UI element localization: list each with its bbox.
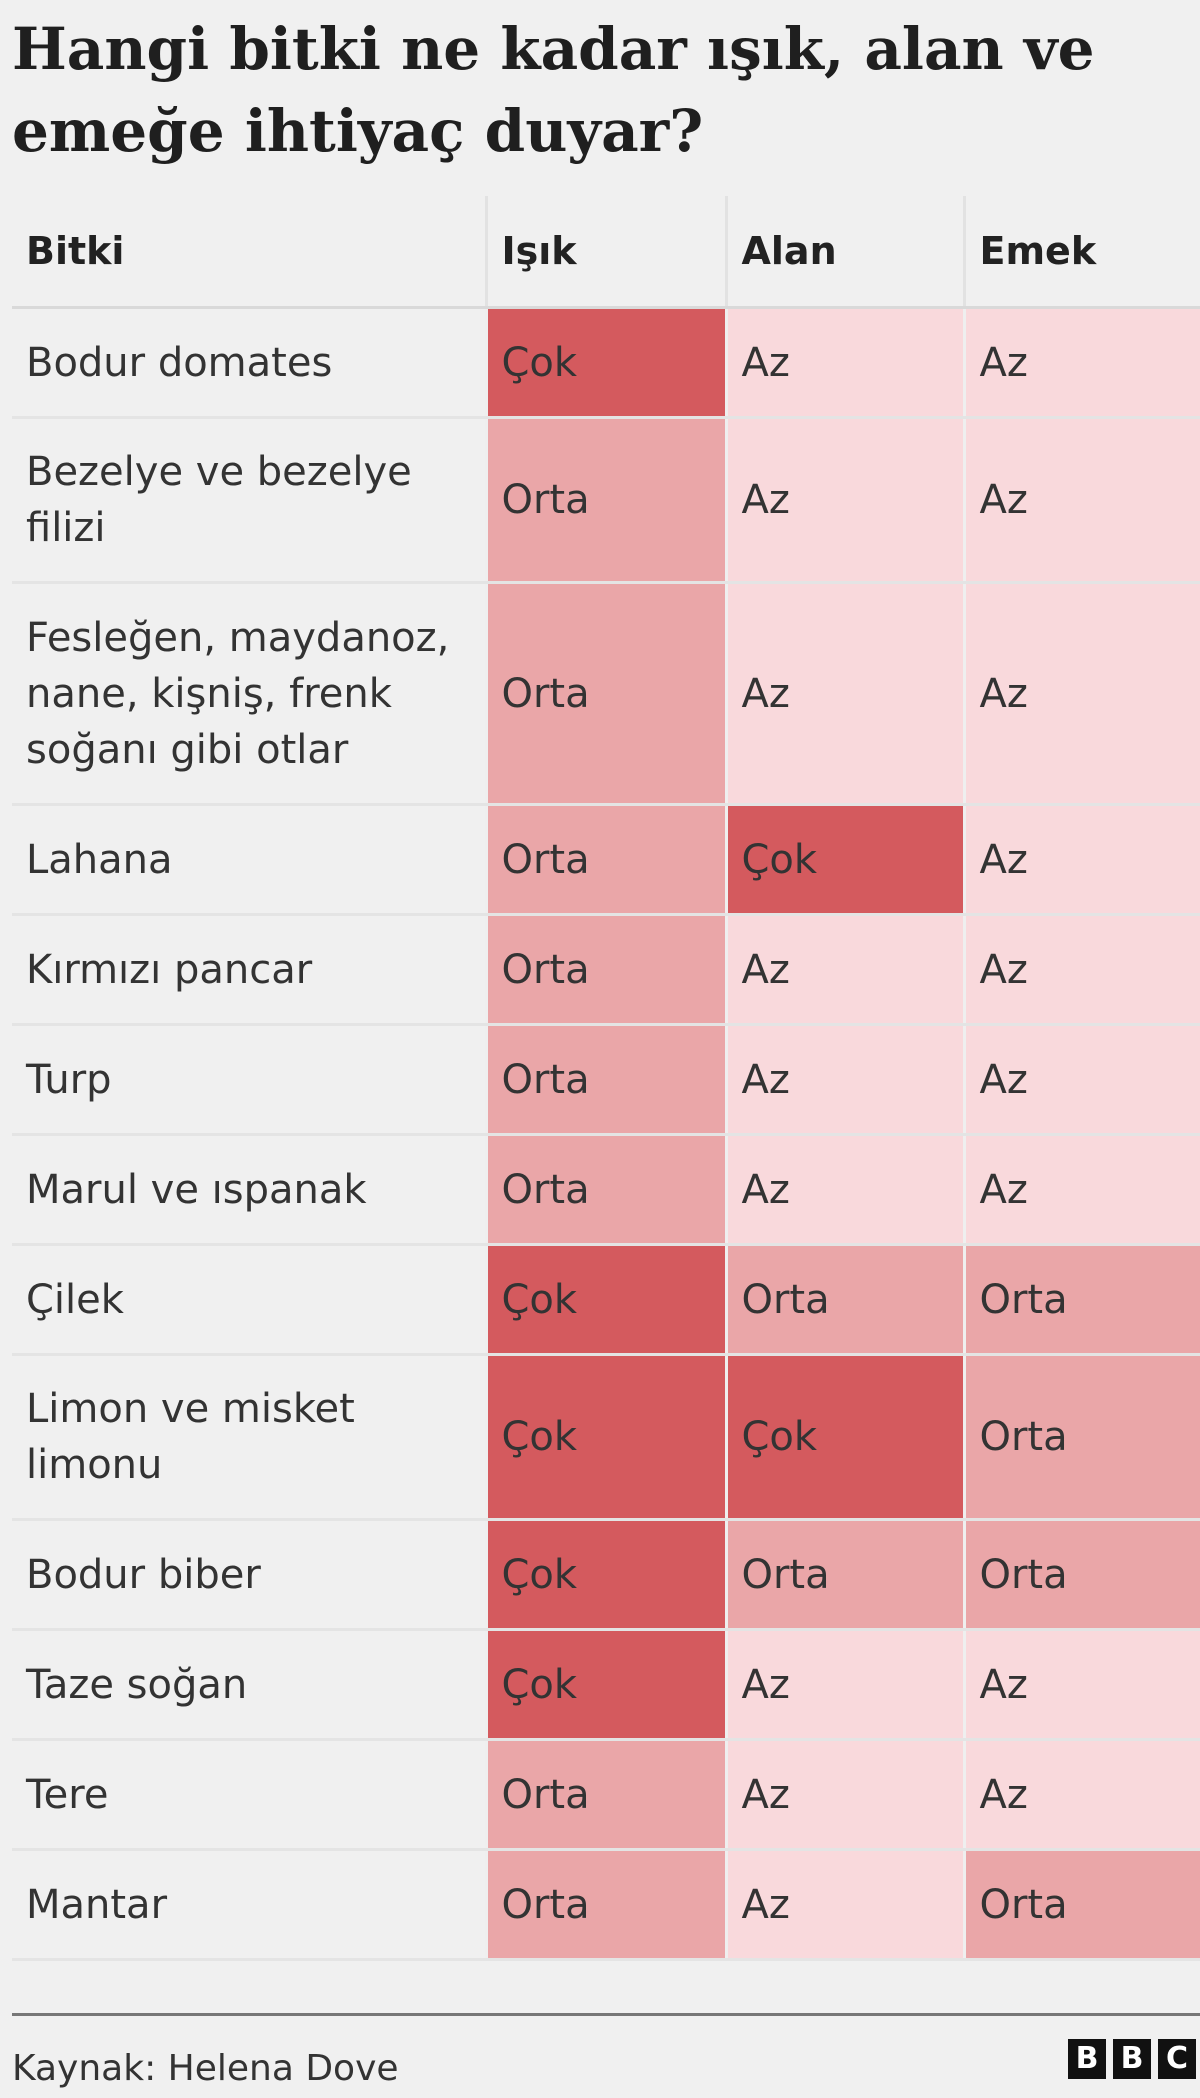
level-cell: Çok bbox=[484, 1629, 726, 1741]
table-row: Tere Orta Az Az bbox=[12, 1739, 1200, 1851]
table-row: Bodur biber Çok Orta Orta bbox=[12, 1519, 1200, 1631]
plant-name-cell: Marul ve ıspanak bbox=[12, 1134, 486, 1246]
level-cell: Orta bbox=[962, 1354, 1200, 1521]
level-cell: Orta bbox=[724, 1244, 964, 1356]
level-cell: Az bbox=[962, 1134, 1200, 1246]
level-cell: Çok bbox=[484, 307, 726, 419]
level-cell: Az bbox=[724, 1849, 964, 1961]
table-row: Mantar Orta Az Orta bbox=[12, 1849, 1200, 1961]
header-row: Bitki Işık Alan Emek bbox=[12, 196, 1200, 309]
level-cell: Az bbox=[724, 1739, 964, 1851]
table-row: Kırmızı pancar Orta Az Az bbox=[12, 914, 1200, 1026]
column-header: Emek bbox=[962, 196, 1200, 309]
data-table: Bitki Işık Alan Emek Bodur domates Çok Az A… bbox=[12, 196, 1200, 1961]
plant-name-cell: Mantar bbox=[12, 1849, 486, 1961]
table-row: Bezelye ve bezelye filizi Orta Az Az bbox=[12, 417, 1200, 584]
table-row: Turp Orta Az Az bbox=[12, 1024, 1200, 1136]
plant-name-cell: Tere bbox=[12, 1739, 486, 1851]
level-cell: Az bbox=[962, 914, 1200, 1026]
level-cell: Az bbox=[962, 1024, 1200, 1136]
level-cell: Orta bbox=[484, 1134, 726, 1246]
table-row: Limon ve misket limonu Çok Çok Orta bbox=[12, 1354, 1200, 1521]
level-cell: Orta bbox=[484, 804, 726, 916]
level-cell: Az bbox=[724, 914, 964, 1026]
plant-name-cell: Bodur biber bbox=[12, 1519, 486, 1631]
plant-name-cell: Bodur domates bbox=[12, 307, 486, 419]
bbc-logo: B B C bbox=[1068, 2039, 1196, 2079]
level-cell: Çok bbox=[484, 1354, 726, 1521]
level-cell: Az bbox=[724, 1024, 964, 1136]
plant-name-cell: Kırmızı pancar bbox=[12, 914, 486, 1026]
logo-letter: B bbox=[1068, 2039, 1106, 2079]
level-cell: Çok bbox=[724, 1354, 964, 1521]
plant-name-cell: Taze soğan bbox=[12, 1629, 486, 1741]
level-cell: Az bbox=[724, 417, 964, 584]
level-cell: Orta bbox=[484, 1024, 726, 1136]
level-cell: Çok bbox=[484, 1519, 726, 1631]
level-cell: Az bbox=[962, 307, 1200, 419]
plant-name-cell: Lahana bbox=[12, 804, 486, 916]
table-row: Lahana Orta Çok Az bbox=[12, 804, 1200, 916]
level-cell: Orta bbox=[484, 914, 726, 1026]
level-cell: Orta bbox=[724, 1519, 964, 1631]
table-row: Taze soğan Çok Az Az bbox=[12, 1629, 1200, 1741]
column-header: Bitki bbox=[12, 196, 486, 309]
level-cell: Az bbox=[724, 582, 964, 806]
table-row: Fesleğen, maydanoz, nane, kişniş, frenk … bbox=[12, 582, 1200, 806]
level-cell: Orta bbox=[962, 1849, 1200, 1961]
level-cell: Orta bbox=[484, 1739, 726, 1851]
plant-name-cell: Bezelye ve bezelye filizi bbox=[12, 417, 486, 584]
level-cell: Az bbox=[962, 417, 1200, 584]
level-cell: Az bbox=[724, 1134, 964, 1246]
table-body: Bodur domates Çok Az Az Bezelye ve bezelye f… bbox=[12, 307, 1200, 1961]
level-cell: Orta bbox=[484, 1849, 726, 1961]
plant-name-cell: Çilek bbox=[12, 1244, 486, 1356]
logo-letter: C bbox=[1158, 2039, 1196, 2079]
plant-name-cell: Limon ve misket limonu bbox=[12, 1354, 486, 1521]
column-header: Alan bbox=[724, 196, 964, 309]
level-cell: Çok bbox=[484, 1244, 726, 1356]
level-cell: Çok bbox=[724, 804, 964, 916]
footer-divider bbox=[12, 2013, 1200, 2016]
level-cell: Az bbox=[962, 1629, 1200, 1741]
level-cell: Az bbox=[962, 582, 1200, 806]
level-cell: Orta bbox=[484, 417, 726, 584]
table-row: Çilek Çok Orta Orta bbox=[12, 1244, 1200, 1356]
level-cell: Az bbox=[962, 1739, 1200, 1851]
source-note: Kaynak: Helena Dove bbox=[12, 2048, 399, 2089]
logo-letter: B bbox=[1113, 2039, 1151, 2079]
level-cell: Orta bbox=[962, 1519, 1200, 1631]
plant-name-cell: Turp bbox=[12, 1024, 486, 1136]
column-header: Işık bbox=[484, 196, 726, 309]
level-cell: Orta bbox=[484, 582, 726, 806]
level-cell: Az bbox=[724, 307, 964, 419]
level-cell: Orta bbox=[962, 1244, 1200, 1356]
level-cell: Az bbox=[962, 804, 1200, 916]
plant-name-cell: Fesleğen, maydanoz, nane, kişniş, frenk … bbox=[12, 582, 486, 806]
table-row: Marul ve ıspanak Orta Az Az bbox=[12, 1134, 1200, 1246]
chart-title: Hangi bitki ne kadar ışık, alan ve emeğe… bbox=[12, 15, 1095, 165]
level-cell: Az bbox=[724, 1629, 964, 1741]
table-row: Bodur domates Çok Az Az bbox=[12, 307, 1200, 419]
